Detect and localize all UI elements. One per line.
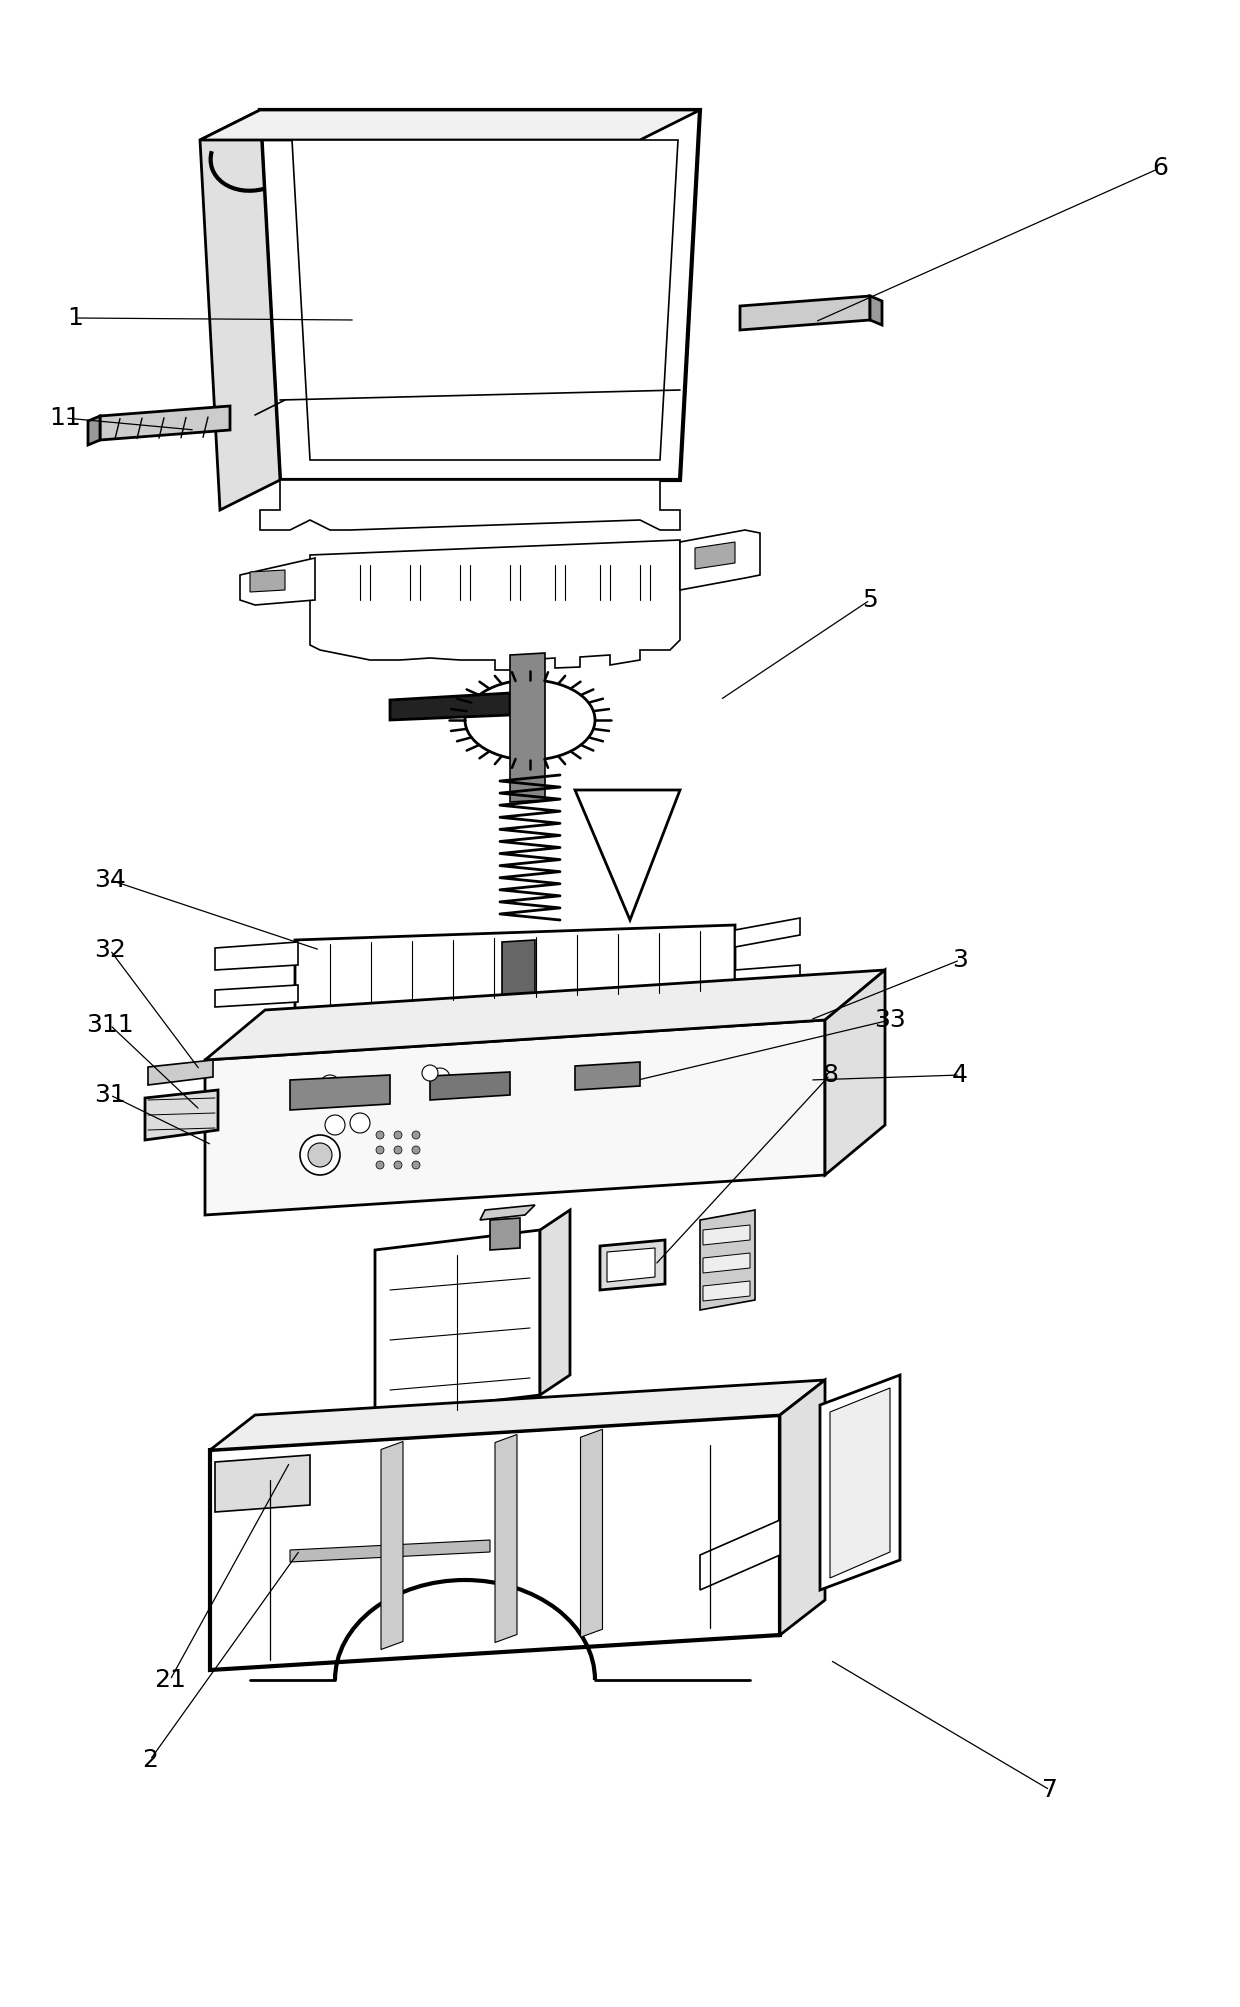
- Polygon shape: [820, 1375, 900, 1590]
- Text: 1: 1: [67, 305, 83, 329]
- Polygon shape: [694, 542, 735, 570]
- Polygon shape: [500, 558, 529, 608]
- Polygon shape: [502, 939, 534, 1006]
- Polygon shape: [291, 140, 678, 460]
- Circle shape: [376, 1146, 384, 1154]
- Text: 6: 6: [1152, 157, 1168, 181]
- Polygon shape: [260, 110, 701, 480]
- Ellipse shape: [465, 680, 595, 761]
- Polygon shape: [590, 558, 620, 608]
- Text: 2: 2: [143, 1748, 157, 1772]
- Circle shape: [376, 1132, 384, 1140]
- Polygon shape: [825, 969, 885, 1174]
- Text: 11: 11: [50, 405, 81, 429]
- Circle shape: [394, 1132, 402, 1140]
- Polygon shape: [200, 110, 701, 140]
- Circle shape: [422, 1066, 438, 1082]
- Text: 8: 8: [822, 1064, 838, 1088]
- Polygon shape: [740, 295, 870, 329]
- Polygon shape: [381, 1441, 403, 1650]
- Polygon shape: [148, 1060, 213, 1086]
- Polygon shape: [575, 1062, 640, 1090]
- Circle shape: [308, 1144, 332, 1166]
- Polygon shape: [205, 1020, 825, 1214]
- Polygon shape: [701, 1519, 780, 1590]
- Polygon shape: [260, 480, 680, 530]
- Polygon shape: [495, 1435, 517, 1642]
- Polygon shape: [374, 1230, 539, 1415]
- Circle shape: [320, 1076, 340, 1096]
- Polygon shape: [546, 558, 575, 608]
- Polygon shape: [735, 965, 800, 987]
- Circle shape: [412, 1146, 420, 1154]
- Polygon shape: [290, 1539, 490, 1561]
- Polygon shape: [295, 925, 735, 1010]
- Text: 34: 34: [94, 867, 126, 891]
- Polygon shape: [735, 917, 800, 947]
- Polygon shape: [210, 1381, 825, 1449]
- Text: 31: 31: [94, 1084, 126, 1108]
- Polygon shape: [830, 1389, 890, 1578]
- Text: 7: 7: [1042, 1778, 1058, 1802]
- Polygon shape: [450, 558, 480, 608]
- Circle shape: [412, 1132, 420, 1140]
- Circle shape: [376, 1160, 384, 1168]
- Circle shape: [300, 1136, 340, 1174]
- Polygon shape: [630, 558, 660, 608]
- Polygon shape: [88, 415, 100, 446]
- Text: 3: 3: [952, 947, 968, 971]
- Polygon shape: [600, 1240, 665, 1291]
- Polygon shape: [780, 1381, 825, 1636]
- Polygon shape: [510, 652, 546, 803]
- Polygon shape: [241, 558, 315, 604]
- Text: 32: 32: [94, 937, 126, 961]
- Circle shape: [325, 1116, 345, 1136]
- Polygon shape: [200, 110, 280, 510]
- Polygon shape: [310, 540, 680, 670]
- Polygon shape: [701, 1210, 755, 1311]
- Polygon shape: [391, 692, 510, 721]
- Polygon shape: [510, 690, 539, 714]
- Text: 311: 311: [87, 1014, 134, 1038]
- Polygon shape: [575, 791, 680, 919]
- Polygon shape: [215, 1455, 310, 1511]
- Polygon shape: [703, 1252, 750, 1272]
- Circle shape: [350, 1114, 370, 1134]
- Polygon shape: [870, 295, 882, 325]
- Circle shape: [430, 1068, 450, 1088]
- Polygon shape: [608, 1248, 655, 1282]
- Polygon shape: [250, 570, 285, 592]
- Polygon shape: [215, 941, 298, 969]
- Polygon shape: [205, 969, 885, 1060]
- Polygon shape: [703, 1224, 750, 1244]
- Polygon shape: [145, 1090, 218, 1140]
- Polygon shape: [100, 405, 229, 440]
- Text: 5: 5: [862, 588, 878, 612]
- Polygon shape: [580, 1429, 603, 1638]
- Circle shape: [394, 1146, 402, 1154]
- Polygon shape: [290, 1076, 391, 1110]
- Polygon shape: [680, 530, 760, 590]
- Polygon shape: [210, 1415, 780, 1670]
- Circle shape: [394, 1160, 402, 1168]
- Text: 4: 4: [952, 1064, 968, 1088]
- Circle shape: [412, 1160, 420, 1168]
- Text: 33: 33: [874, 1008, 906, 1032]
- Polygon shape: [490, 1218, 520, 1250]
- Polygon shape: [350, 558, 379, 608]
- Polygon shape: [215, 985, 298, 1008]
- Polygon shape: [480, 1204, 534, 1220]
- Text: 21: 21: [154, 1668, 186, 1692]
- Polygon shape: [401, 558, 430, 608]
- Polygon shape: [539, 1210, 570, 1395]
- Polygon shape: [430, 1072, 510, 1100]
- Polygon shape: [703, 1280, 750, 1301]
